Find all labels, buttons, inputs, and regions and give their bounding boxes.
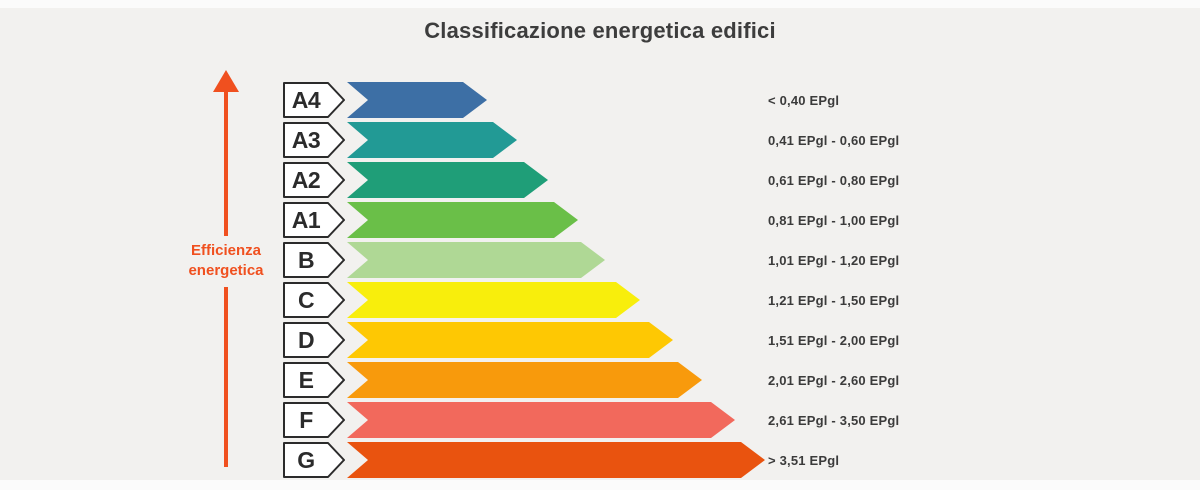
class-bar	[347, 242, 605, 278]
energy-class-row: A2 0,61 EPgl - 0,80 EPgl	[283, 162, 899, 198]
axis-label: Efficienza energetica	[188, 236, 263, 287]
class-badge-pentagon-icon	[283, 402, 345, 438]
class-badge: A1	[283, 202, 345, 238]
class-range-label: 1,01 EPgl - 1,20 EPgl	[768, 252, 900, 268]
class-badge: D	[283, 322, 345, 358]
class-range-label: 2,01 EPgl - 2,60 EPgl	[768, 372, 900, 388]
class-badge-pentagon-icon	[283, 362, 345, 398]
class-badge: A2	[283, 162, 345, 198]
class-badge-label: A4	[291, 86, 321, 113]
class-badge-pentagon-icon	[283, 282, 345, 318]
class-bar	[347, 402, 735, 438]
class-badge: B	[283, 242, 345, 278]
up-arrow-icon	[213, 70, 239, 92]
energy-class-row: B 1,01 EPgl - 1,20 EPgl	[283, 242, 899, 278]
axis-label-line2: energetica	[188, 261, 264, 279]
class-badge-label: B	[297, 246, 315, 273]
class-badge: C	[283, 282, 345, 318]
class-range-label: 0,41 EPgl - 0,60 EPgl	[768, 132, 900, 148]
class-range-label: < 0,40 EPgl	[768, 92, 840, 108]
energy-class-rows: A4 < 0,40 EPgl A3 0,41 EPgl - 0,60 EPgl A2 0,…	[283, 82, 899, 482]
class-badge-pentagon-icon	[283, 242, 345, 278]
efficiency-axis: Efficienza energetica	[182, 70, 270, 472]
energy-class-row: D 1,51 EPgl - 2,00 EPgl	[283, 322, 899, 358]
class-range-label: 1,51 EPgl - 2,00 EPgl	[768, 332, 900, 348]
class-badge: A4	[283, 82, 345, 118]
class-badge-pentagon-icon	[283, 162, 345, 198]
class-badge-label: A3	[291, 126, 321, 153]
class-badge-label: F	[299, 406, 313, 433]
class-bar	[347, 82, 487, 118]
class-bar	[347, 362, 702, 398]
axis-arrow-line-lower	[224, 287, 228, 467]
class-badge: G	[283, 442, 345, 478]
class-range-label: 0,81 EPgl - 1,00 EPgl	[768, 212, 900, 228]
class-badge: E	[283, 362, 345, 398]
class-badge-label: A2	[291, 166, 321, 193]
class-range-label: 0,61 EPgl - 0,80 EPgl	[768, 172, 900, 188]
class-badge-label: C	[297, 286, 315, 313]
class-badge-pentagon-icon	[283, 442, 345, 478]
class-bar	[347, 122, 517, 158]
energy-class-row: G > 3,51 EPgl	[283, 442, 839, 478]
class-badge-pentagon-icon	[283, 82, 345, 118]
energy-class-row: E 2,01 EPgl - 2,60 EPgl	[283, 362, 899, 398]
energy-class-row: C 1,21 EPgl - 1,50 EPgl	[283, 282, 899, 318]
class-range-label: 1,21 EPgl - 1,50 EPgl	[768, 292, 900, 308]
energy-class-row: F 2,61 EPgl - 3,50 EPgl	[283, 402, 899, 438]
class-badge-label: A1	[291, 206, 321, 233]
class-badge-pentagon-icon	[283, 122, 345, 158]
class-badge-label: E	[298, 366, 314, 393]
class-badge-label: D	[297, 326, 315, 353]
energy-class-row: A1 0,81 EPgl - 1,00 EPgl	[283, 202, 899, 238]
class-range-label: > 3,51 EPgl	[768, 452, 840, 468]
class-badge: A3	[283, 122, 345, 158]
class-badge: F	[283, 402, 345, 438]
class-badge-pentagon-icon	[283, 202, 345, 238]
class-bar	[347, 162, 548, 198]
energy-class-row: A3 0,41 EPgl - 0,60 EPgl	[283, 122, 899, 158]
axis-arrow-line-upper	[224, 92, 228, 236]
page-title: Classificazione energetica edifici	[424, 18, 776, 43]
class-bar	[347, 282, 640, 318]
class-bar	[347, 322, 673, 358]
axis-label-line1: Efficienza	[190, 242, 261, 259]
class-badge-pentagon-icon	[283, 322, 345, 358]
class-bar	[347, 442, 765, 478]
class-bar	[347, 202, 578, 238]
class-badge-label: G	[297, 446, 315, 473]
class-range-label: 2,61 EPgl - 3,50 EPgl	[768, 412, 900, 428]
energy-class-row: A4 < 0,40 EPgl	[283, 82, 839, 118]
